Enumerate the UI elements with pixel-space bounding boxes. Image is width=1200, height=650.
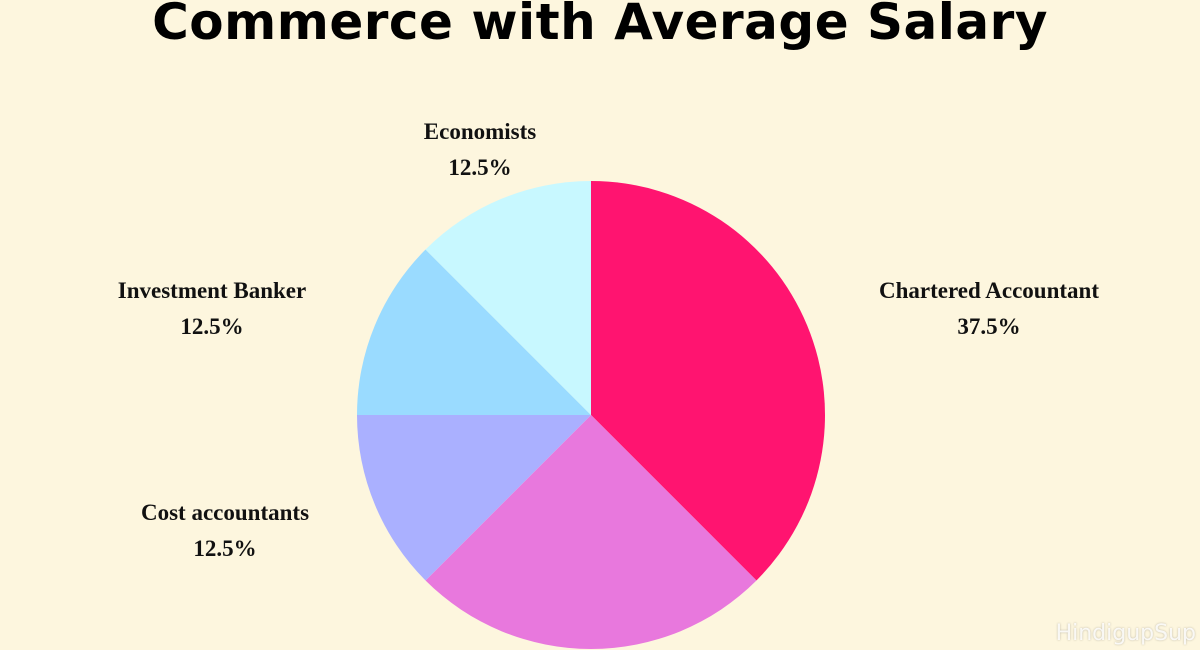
label-cost-accountants-name: Cost accountants [140, 500, 310, 525]
label-cost-accountants-value: 12.5% [193, 536, 257, 561]
label-investment-banker: Investment Banker 12.5% [118, 273, 306, 345]
label-cost-accountants: Cost accountants 12.5% [141, 495, 309, 567]
slice-unlabeled [425, 415, 757, 649]
label-chartered-accountant: Chartered Accountant 37.5% [879, 273, 1099, 345]
chart-title: Commerce with Average Salary [152, 0, 1048, 51]
label-investment-banker-value: 12.5% [180, 314, 244, 339]
label-economists: Economists 12.5% [424, 114, 536, 186]
label-chartered-accountant-name: Chartered Accountant [879, 278, 1099, 303]
watermark-text: HindigupSup [1055, 621, 1196, 646]
label-investment-banker-name: Investment Banker [117, 278, 307, 303]
label-economists-value: 12.5% [448, 155, 512, 180]
slice-economists [425, 181, 591, 415]
label-economists-name: Economists [423, 119, 537, 144]
slice-chartered-accountant [591, 180, 826, 581]
slice-investment-banker [357, 249, 591, 415]
slice-cost-accountants [357, 415, 591, 581]
label-chartered-accountant-value: 37.5% [957, 314, 1021, 339]
